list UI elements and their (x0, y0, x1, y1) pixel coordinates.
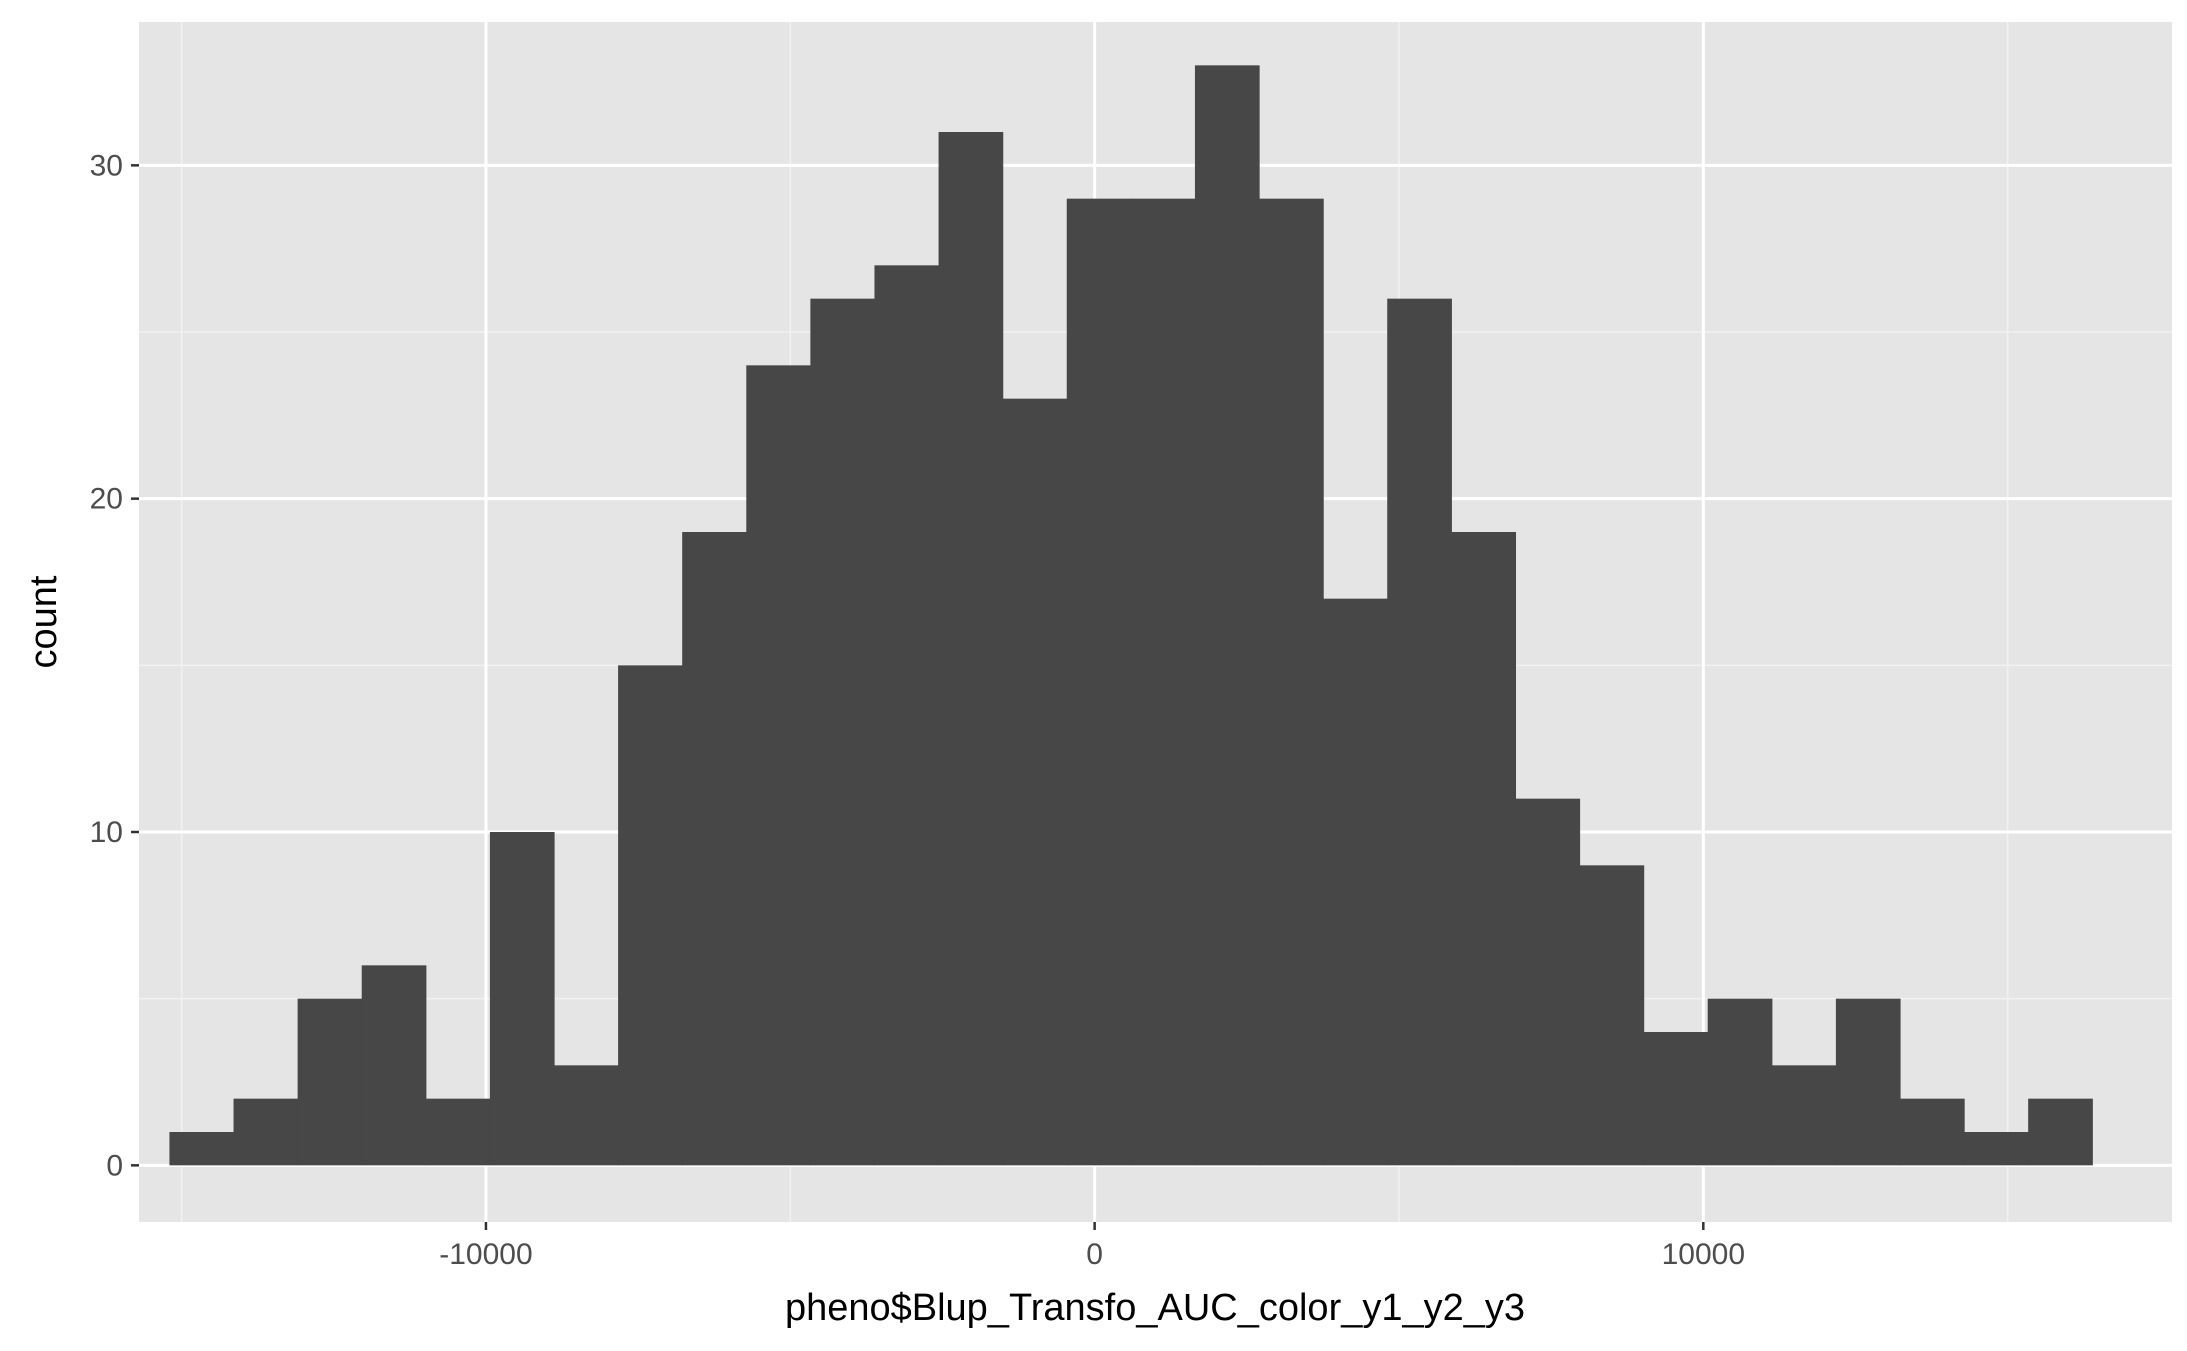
x-tick-label: -10000 (439, 1238, 532, 1271)
histogram-bar (169, 1132, 235, 1166)
histogram-bar (1387, 298, 1452, 1166)
histogram-bar (1002, 398, 1068, 1166)
histogram-bar (1771, 1065, 1837, 1166)
histogram-bar (1579, 865, 1645, 1166)
y-tick-label: 30 (90, 149, 123, 182)
y-tick-label: 10 (90, 816, 123, 849)
histogram-bar (874, 265, 940, 1166)
x-axis-title: pheno$Blup_Transfo_AUC_color_y1_y2_y3 (785, 1287, 1525, 1329)
histogram-bar (489, 832, 555, 1166)
histogram-bar (1323, 598, 1388, 1166)
histogram-bar (1643, 1032, 1709, 1166)
x-axis: -10000 0 10000 (439, 1222, 1745, 1271)
y-tick-label: 20 (90, 483, 123, 516)
histogram-bar (425, 1098, 491, 1166)
histogram-bar (2028, 1098, 2093, 1166)
histogram-bar (361, 965, 427, 1166)
histogram-bar (1194, 65, 1260, 1166)
y-axis-title: count (23, 575, 65, 668)
histogram-bar (553, 1065, 619, 1166)
histogram-bar (1451, 532, 1517, 1166)
y-axis: 0 10 20 30 (90, 149, 139, 1182)
x-tick-label: 0 (1086, 1238, 1103, 1271)
histogram-bar (1515, 798, 1581, 1166)
histogram-bar (1964, 1132, 2029, 1166)
histogram-bar (938, 132, 1004, 1166)
x-tick-label: 10000 (1662, 1238, 1745, 1271)
histogram-bar (810, 298, 876, 1166)
histogram-bar (682, 532, 747, 1166)
histogram-bar (1835, 998, 1901, 1166)
y-tick-label: 0 (106, 1149, 123, 1182)
histogram-bar (1130, 198, 1196, 1166)
histogram-bar (233, 1098, 299, 1166)
histogram-bar (1707, 998, 1773, 1166)
histogram-bar (1259, 198, 1324, 1166)
histogram-bar (297, 998, 363, 1166)
histogram-bar (746, 365, 811, 1166)
histogram-bars (169, 65, 2093, 1166)
histogram-bar (618, 665, 683, 1166)
histogram-bar (1066, 198, 1132, 1166)
histogram-bar (1899, 1098, 1965, 1166)
